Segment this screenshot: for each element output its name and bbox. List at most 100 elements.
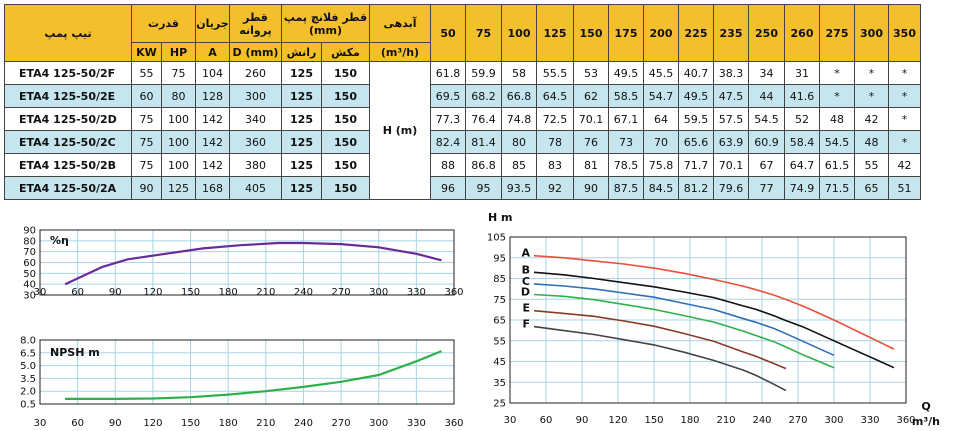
kw-cell: 55 bbox=[131, 61, 162, 85]
head-value-cell: 58.5 bbox=[608, 84, 644, 108]
head-value-cell: 96 bbox=[430, 176, 466, 200]
series-line-E bbox=[533, 309, 787, 370]
x-tick-label: 180 bbox=[680, 415, 699, 426]
head-value-cell: 80 bbox=[501, 130, 537, 154]
header-flange: قطر فلانچ پمپ (mm) bbox=[281, 4, 370, 43]
head-value-cell: 41.6 bbox=[784, 84, 820, 108]
series-line-A bbox=[533, 254, 895, 350]
head-value-cell: * bbox=[854, 84, 889, 108]
efficiency-chart: 30 60 90 120 150 180 210 240 270 300 330 3609080706… bbox=[23, 226, 463, 302]
head-value-cell: 66.8 bbox=[501, 84, 537, 108]
x-tick-label: 180 bbox=[219, 418, 238, 429]
model-cell: ETA4 125-50/2A bbox=[4, 176, 132, 200]
head-value-cell: 93.5 bbox=[501, 176, 537, 200]
head-value-cell: 88 bbox=[430, 153, 466, 177]
performance-table-wrapper: تیپ پمپ قدرت جریان قطر پروانه قطر فلانچ … bbox=[4, 4, 921, 200]
series-line-B bbox=[533, 271, 895, 369]
y-tick-label: 75 bbox=[493, 295, 506, 306]
x-tick-label: 150 bbox=[181, 287, 200, 298]
head-value-cell: 42 bbox=[888, 153, 921, 177]
series-line-F bbox=[533, 325, 787, 392]
x-tick-label: 90 bbox=[576, 415, 589, 426]
model-cell: ETA4 125-50/2E bbox=[4, 84, 132, 108]
head-value-cell: * bbox=[854, 61, 889, 85]
head-value-cell: 51 bbox=[888, 176, 921, 200]
y-tick-label: 0.5 bbox=[20, 400, 36, 411]
x-tick-label: 330 bbox=[860, 415, 879, 426]
y-tick-label: 95 bbox=[493, 253, 506, 264]
header-impeller: قطر پروانه bbox=[229, 4, 282, 43]
y-tick-label: 50 bbox=[23, 269, 36, 280]
head-value-cell: 54.5 bbox=[748, 107, 785, 131]
x-axis-label: Q bbox=[921, 400, 930, 413]
head-value-cell: 67 bbox=[748, 153, 785, 177]
hp-cell: 100 bbox=[161, 107, 196, 131]
impeller-cell: 340 bbox=[229, 107, 282, 131]
head-value-cell: 78.5 bbox=[608, 153, 644, 177]
head-value-cell: * bbox=[888, 107, 921, 131]
flow-col-4: 150 bbox=[573, 4, 609, 62]
head-value-cell: 76 bbox=[573, 130, 609, 154]
head-value-cell: 70.1 bbox=[573, 107, 609, 131]
series-line-C bbox=[533, 283, 835, 357]
suction-cell: 150 bbox=[321, 130, 370, 154]
impeller-cell: 380 bbox=[229, 153, 282, 177]
y-tick-label: 30 bbox=[23, 291, 36, 302]
y-tick-label: 5.0 bbox=[20, 361, 36, 372]
discharge-cell: 125 bbox=[281, 130, 322, 154]
suction-cell: 150 bbox=[321, 107, 370, 131]
y-tick-label: 70 bbox=[23, 247, 36, 258]
table-row: ETA4 125-50/2A 90 125 168 405 125 150 96 95 93.5 9… bbox=[4, 176, 921, 200]
kw-cell: 75 bbox=[131, 107, 162, 131]
head-value-cell: 62 bbox=[573, 84, 609, 108]
head-value-cell: 70.1 bbox=[713, 153, 749, 177]
series-label: C bbox=[522, 275, 530, 288]
x-tick-label: 240 bbox=[294, 287, 313, 298]
flow-col-13: 350 bbox=[888, 4, 921, 62]
x-tick-label: 60 bbox=[540, 415, 553, 426]
efficiency-title: %η bbox=[50, 234, 69, 247]
x-tick-label: 240 bbox=[294, 418, 313, 429]
suction-cell: 150 bbox=[321, 153, 370, 177]
y-tick-label: 25 bbox=[493, 399, 506, 410]
flow-col-10: 260 bbox=[784, 4, 820, 62]
table-row: ETA4 125-50/2E 60 80 128 300 125 150 69.5 68.2 66… bbox=[4, 84, 921, 108]
flow-col-8: 235 bbox=[713, 4, 749, 62]
x-tick-label: 300 bbox=[369, 287, 388, 298]
npsh-chart: 30 60 90 120 150 180 210 240 270 300 330 360 8.06.5 5… bbox=[20, 336, 463, 430]
y-tick-label: 90 bbox=[23, 226, 36, 237]
head-value-cell: 53 bbox=[573, 61, 609, 85]
head-value-cell: 40.7 bbox=[678, 61, 714, 85]
head-value-cell: 69.5 bbox=[430, 84, 466, 108]
suction-cell: 150 bbox=[321, 61, 370, 85]
y-tick-label: 45 bbox=[493, 357, 506, 368]
header-kw: KW bbox=[131, 42, 162, 62]
flow-col-12: 300 bbox=[854, 4, 889, 62]
head-value-cell: 65 bbox=[854, 176, 889, 200]
model-cell: ETA4 125-50/2C bbox=[4, 130, 132, 154]
head-value-cell: 64 bbox=[643, 107, 679, 131]
x-tick-label: 30 bbox=[34, 418, 47, 429]
x-tick-label: 180 bbox=[219, 287, 238, 298]
series-line-0 bbox=[65, 350, 442, 401]
head-value-cell: 58 bbox=[501, 61, 537, 85]
head-value-cell: 78 bbox=[536, 130, 574, 154]
flow-col-3: 125 bbox=[536, 4, 574, 62]
head-value-cell: 77 bbox=[748, 176, 785, 200]
model-cell: ETA4 125-50/2F bbox=[4, 61, 132, 85]
head-value-cell: 64.5 bbox=[536, 84, 574, 108]
kw-cell: 90 bbox=[131, 176, 162, 200]
impeller-cell: 260 bbox=[229, 61, 282, 85]
head-value-cell: 79.6 bbox=[713, 176, 749, 200]
header-model: تیپ پمپ bbox=[4, 4, 132, 62]
head-value-cell: 76.4 bbox=[465, 107, 502, 131]
head-value-cell: 58.4 bbox=[784, 130, 820, 154]
y-tick-label: 2.0 bbox=[20, 387, 36, 398]
x-tick-label: 210 bbox=[256, 418, 275, 429]
head-value-cell: 73 bbox=[608, 130, 644, 154]
table-row: ETA4 125-50/2D 75 100 142 340 125 150 77.3 76.4 7… bbox=[4, 107, 921, 131]
y-axis-label: H m bbox=[488, 211, 513, 224]
discharge-cell: 125 bbox=[281, 176, 322, 200]
head-value-cell: 55 bbox=[854, 153, 889, 177]
head-value-cell: * bbox=[888, 84, 921, 108]
